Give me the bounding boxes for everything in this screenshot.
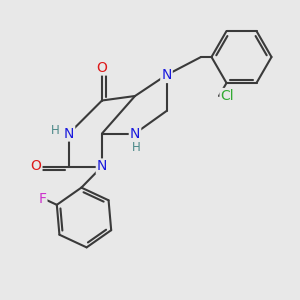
Text: N: N — [97, 160, 107, 173]
Text: Cl: Cl — [220, 89, 234, 103]
Text: H: H — [132, 141, 141, 154]
Text: N: N — [161, 68, 172, 82]
Text: O: O — [31, 160, 41, 173]
Text: N: N — [130, 127, 140, 140]
Text: H: H — [51, 124, 60, 137]
Text: O: O — [97, 61, 107, 74]
Text: N: N — [64, 127, 74, 140]
Text: F: F — [38, 193, 46, 206]
